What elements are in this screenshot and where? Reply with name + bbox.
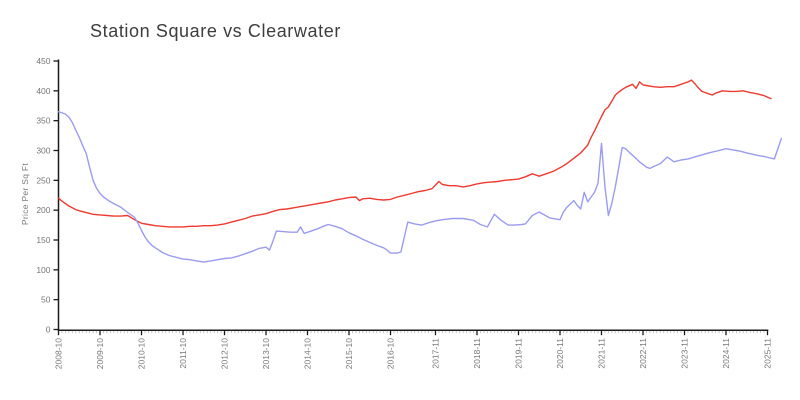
chart-title: Station Square vs Clearwater [90, 21, 341, 41]
series-line-clearwater [57, 110, 782, 263]
x-tick-label: 2014-10 [303, 338, 313, 369]
x-tick-label: 2010-10 [137, 338, 147, 369]
x-tick-label: 2020-11 [555, 338, 565, 369]
x-tick-label: 2008-10 [54, 338, 64, 369]
series-line-station-square [57, 79, 772, 228]
x-tick-label: 2009-10 [95, 338, 105, 369]
x-tick-label: 2023-11 [680, 338, 690, 369]
x-tick-label: 2019-11 [514, 338, 524, 369]
x-tick-label: 2012-10 [220, 338, 230, 369]
x-tick-label: 2013-10 [261, 338, 271, 369]
x-tick-label: 2021-11 [597, 338, 607, 369]
y-tick-label: 400 [36, 86, 50, 96]
x-tick-label: 2025-11 [763, 338, 773, 369]
y-tick-label: 50 [41, 295, 51, 305]
x-tick-label: 2022-11 [638, 338, 648, 369]
y-tick-label: 150 [36, 235, 50, 245]
x-tick-label: 2017-11 [431, 338, 441, 369]
y-tick-label: 200 [36, 205, 50, 215]
x-tick-label: 2011-10 [178, 338, 188, 369]
y-tick-label: 250 [36, 175, 50, 185]
x-tick-label: 2024-11 [721, 338, 731, 369]
x-tick-label: 2015-10 [344, 338, 354, 369]
x-tick-label: 2018-11 [472, 338, 482, 369]
y-tick-label: 100 [36, 265, 50, 275]
y-tick-label: 350 [36, 116, 50, 126]
y-tick-label: 300 [36, 146, 50, 156]
y-tick-label: 450 [36, 56, 50, 66]
y-tick-label: 0 [46, 325, 51, 335]
x-tick-label: 2016-10 [386, 338, 396, 369]
